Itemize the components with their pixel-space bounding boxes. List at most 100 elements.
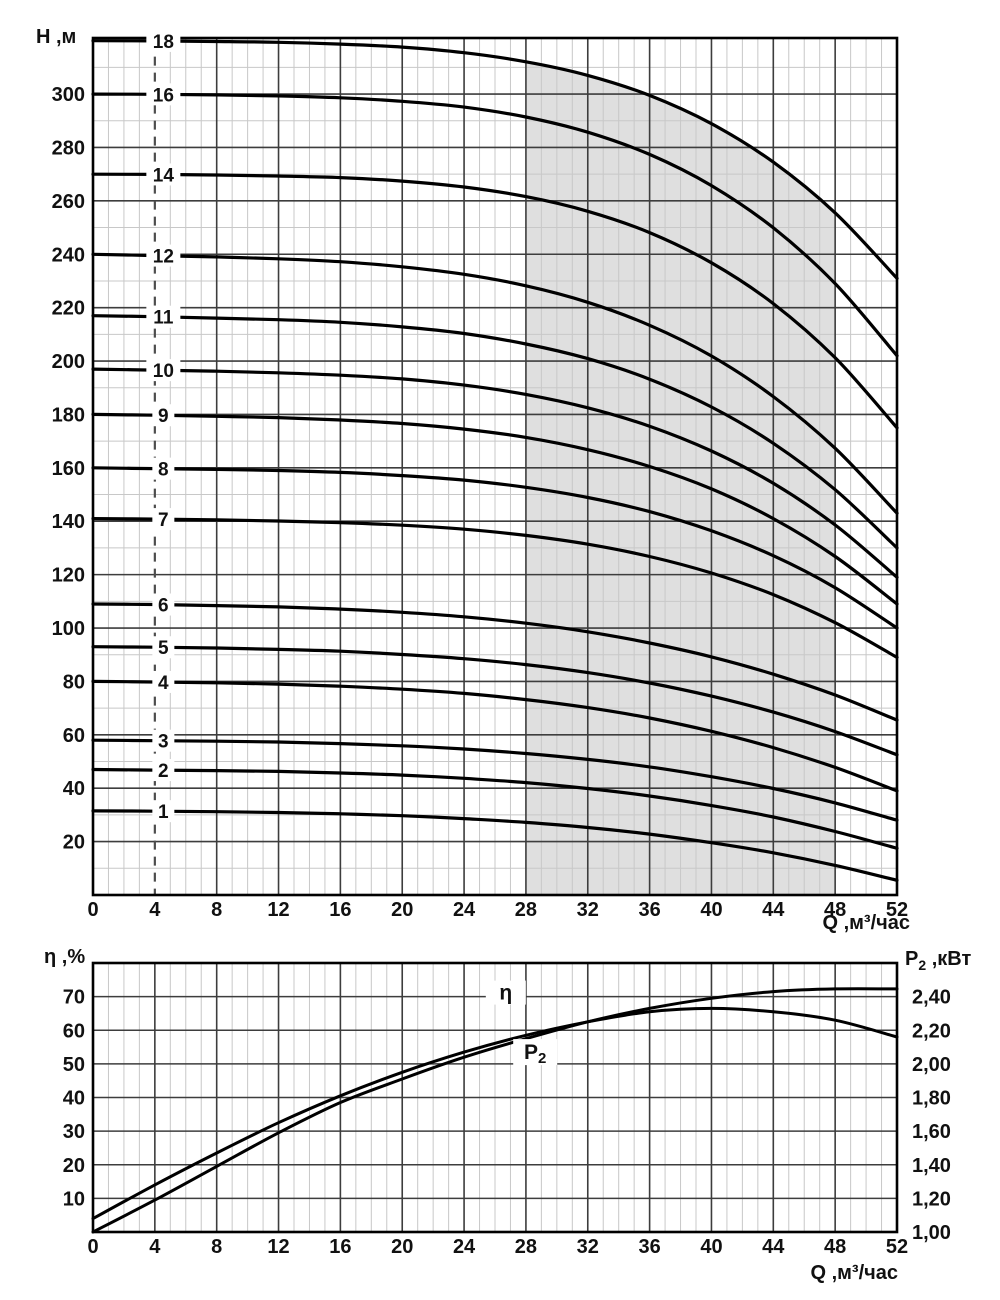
x-tick-label: 48 — [824, 899, 846, 921]
x-tick-label: 36 — [638, 899, 660, 921]
curve-label-box-12 — [146, 244, 181, 267]
upper-y-axis-title: Н ,м — [36, 26, 77, 48]
curve-3 — [91, 738, 899, 822]
p2-tick-label: 1,40 — [912, 1155, 951, 1177]
x-tick-label: 24 — [453, 899, 476, 921]
y-tick-label: 180 — [52, 404, 85, 426]
p2-tick-label: 2,20 — [912, 1020, 951, 1042]
x-tick-label: 32 — [577, 1236, 599, 1258]
upper-x-axis-title: Q ,м³/час — [822, 912, 910, 934]
curve-label-10: 10 — [153, 361, 174, 382]
eta-tick-label: 50 — [63, 1054, 85, 1076]
curve-11 — [91, 314, 899, 550]
curve-label-box-14 — [146, 163, 181, 186]
x-tick-label: 28 — [515, 1236, 537, 1258]
p2-tick-label: 1,20 — [912, 1188, 951, 1210]
eta-tick-label: 10 — [63, 1188, 85, 1210]
curve-label-box-16 — [146, 83, 181, 106]
x-tick-label: 32 — [577, 899, 599, 921]
curve-label-box-7 — [152, 508, 175, 531]
y-tick-label: 220 — [52, 298, 85, 320]
head-flow-chart: 1234567891011121416182040608010012014016… — [52, 29, 909, 921]
p2-tick-label: 1,00 — [912, 1222, 951, 1244]
y-tick-label: 140 — [52, 511, 85, 533]
y-tick-label: 300 — [52, 84, 85, 106]
x-tick-label: 52 — [886, 899, 908, 921]
p2-tick-label: 2,40 — [912, 987, 951, 1009]
x-tick-label: 12 — [267, 1236, 289, 1258]
major-grid — [93, 963, 897, 1232]
curve-label-box-11 — [146, 305, 181, 328]
curve-label-11: 11 — [153, 308, 174, 329]
y-tick-label: 20 — [63, 832, 85, 854]
p2-tick-label: 1,80 — [912, 1088, 951, 1110]
curve-label-box-eta — [485, 980, 526, 1005]
y-tick-label: 40 — [63, 778, 85, 800]
curve-label-p2: P2 — [524, 1041, 546, 1067]
y-tick-label: 80 — [63, 671, 85, 693]
x-tick-label: 40 — [700, 899, 722, 921]
curve-18 — [91, 39, 899, 280]
x-tick-label: 28 — [515, 899, 537, 921]
y-tick-label: 200 — [52, 351, 85, 373]
x-tick-label: 4 — [149, 1236, 161, 1258]
curve-label-box-9 — [152, 404, 175, 427]
lower-right-y-axis-title: P2 ,кВт — [905, 948, 972, 972]
curve-label-7: 7 — [158, 510, 169, 531]
curve-label-box-10 — [146, 359, 181, 382]
curve-12 — [91, 252, 899, 515]
curve-16 — [91, 92, 899, 358]
curve-8 — [91, 466, 899, 630]
y-tick-label: 240 — [52, 244, 85, 266]
curve-label-box-18 — [146, 29, 181, 52]
curve-1 — [91, 809, 899, 882]
curve-label-9: 9 — [158, 406, 169, 427]
eta-tick-label: 30 — [63, 1121, 85, 1143]
curve-label-14: 14 — [153, 165, 175, 186]
eta-tick-label: 60 — [63, 1020, 85, 1042]
p2-tick-label: 2,00 — [912, 1054, 951, 1076]
curve-label-3: 3 — [158, 732, 169, 753]
x-tick-label: 8 — [211, 899, 222, 921]
curve-label-box-5 — [152, 636, 175, 659]
x-tick-label: 0 — [87, 1236, 98, 1258]
x-tick-label: 12 — [267, 899, 289, 921]
x-tick-label: 40 — [700, 1236, 722, 1258]
curve-label-18: 18 — [153, 32, 174, 53]
curve-label-eta: η — [499, 982, 512, 1005]
curve-p2 — [91, 1006, 899, 1221]
curve-label-16: 16 — [153, 85, 174, 106]
curve-label-4: 4 — [158, 673, 169, 694]
curve-label-6: 6 — [158, 596, 169, 617]
curve-label-1: 1 — [158, 802, 169, 823]
curve-eta — [91, 987, 899, 1234]
x-tick-label: 44 — [762, 1236, 785, 1258]
curve-label-5: 5 — [158, 638, 169, 659]
x-tick-label: 0 — [87, 899, 98, 921]
y-tick-label: 120 — [52, 565, 85, 587]
plot-border — [91, 961, 899, 1234]
p2-title-base: P — [905, 948, 919, 970]
curve-label-box-2 — [152, 759, 175, 782]
lower-left-y-axis-title: η ,% — [44, 946, 86, 968]
curve-2 — [91, 767, 899, 850]
eta-tick-label: 70 — [63, 987, 85, 1009]
p2-title-unit: ,кВт — [926, 948, 972, 970]
curve-label-box-3 — [152, 729, 175, 752]
y-tick-label: 100 — [52, 618, 85, 640]
x-tick-label: 20 — [391, 899, 413, 921]
y-tick-label: 60 — [63, 725, 85, 747]
curve-6 — [91, 602, 899, 722]
curve-5 — [91, 645, 899, 757]
lower-x-axis-title: Q ,м³/час — [810, 1262, 898, 1284]
axis-tick-labels: 2040608010012014016018020022024026028030… — [52, 84, 909, 921]
curve-labels: η P2 — [485, 980, 558, 1067]
x-tick-label: 8 — [211, 1236, 222, 1258]
curve-label-box-4 — [152, 670, 175, 693]
curve-label-box-6 — [152, 593, 175, 616]
eta-tick-label: 40 — [63, 1088, 85, 1110]
